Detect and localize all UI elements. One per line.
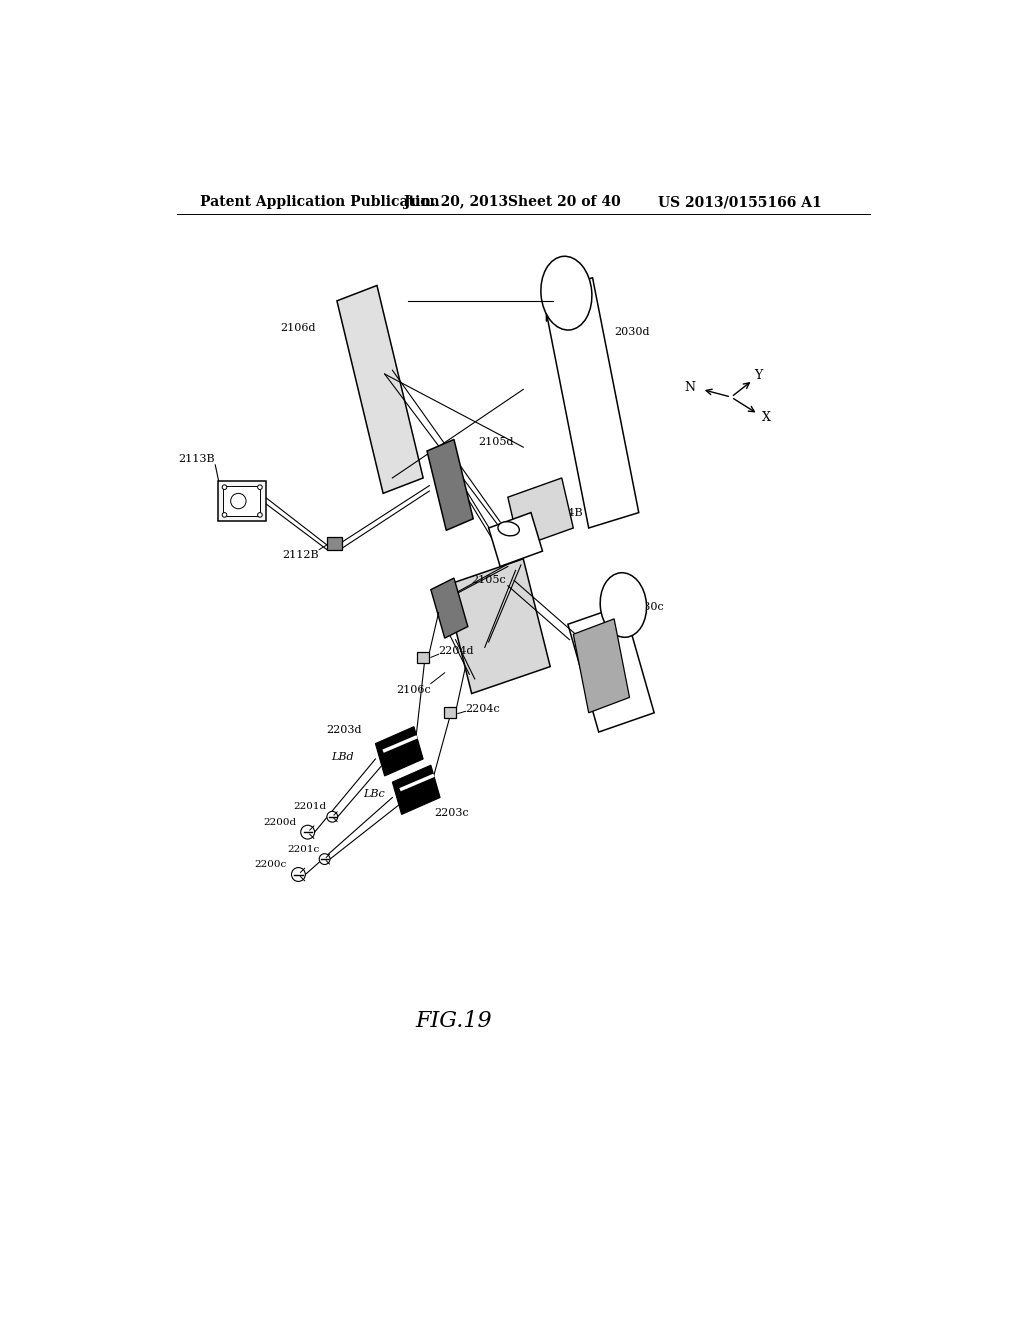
- Text: Y: Y: [755, 370, 763, 381]
- Text: Sheet 20 of 40: Sheet 20 of 40: [508, 195, 621, 210]
- Bar: [444, 708, 457, 718]
- Ellipse shape: [498, 521, 519, 536]
- Polygon shape: [431, 578, 468, 638]
- Text: US 2013/0155166 A1: US 2013/0155166 A1: [658, 195, 821, 210]
- Polygon shape: [392, 766, 440, 814]
- Text: X: X: [762, 411, 771, 424]
- Text: 2106c: 2106c: [396, 685, 431, 694]
- Text: 2201c: 2201c: [287, 845, 319, 854]
- Polygon shape: [573, 619, 630, 713]
- Circle shape: [258, 484, 262, 490]
- Text: 2106d: 2106d: [280, 323, 315, 333]
- Polygon shape: [488, 512, 543, 566]
- Polygon shape: [508, 478, 573, 548]
- Text: 2105d: 2105d: [478, 437, 514, 446]
- Text: LBc: LBc: [362, 788, 385, 799]
- Text: 2204d: 2204d: [438, 647, 474, 656]
- Circle shape: [319, 854, 330, 865]
- Text: 2105c: 2105c: [471, 576, 506, 585]
- Circle shape: [230, 494, 246, 508]
- Circle shape: [222, 484, 226, 490]
- Polygon shape: [337, 285, 423, 494]
- Text: 2030d: 2030d: [614, 326, 649, 337]
- Bar: [223, 487, 260, 516]
- Text: FIG.19: FIG.19: [416, 1010, 493, 1032]
- Circle shape: [292, 867, 305, 882]
- Polygon shape: [568, 605, 654, 733]
- Polygon shape: [376, 726, 423, 776]
- Ellipse shape: [541, 256, 592, 330]
- Text: 2200c: 2200c: [255, 861, 287, 869]
- Text: 2030c: 2030c: [630, 602, 665, 611]
- Polygon shape: [543, 277, 639, 528]
- Bar: [417, 652, 429, 663]
- Text: Jun. 20, 2013: Jun. 20, 2013: [403, 195, 508, 210]
- Text: 2112B: 2112B: [283, 550, 319, 560]
- Text: 2104B: 2104B: [547, 508, 583, 517]
- Text: 2113B: 2113B: [178, 454, 215, 463]
- Polygon shape: [427, 440, 473, 531]
- Polygon shape: [444, 558, 550, 693]
- Text: 2200d: 2200d: [263, 817, 296, 826]
- Circle shape: [222, 512, 226, 517]
- Text: 2204c: 2204c: [466, 704, 501, 714]
- Text: 2203c: 2203c: [435, 808, 469, 818]
- Text: N: N: [685, 381, 695, 395]
- Text: LBd: LBd: [331, 752, 354, 763]
- Ellipse shape: [600, 573, 646, 638]
- Text: 2201d: 2201d: [294, 803, 327, 812]
- Circle shape: [301, 825, 314, 840]
- Text: Patent Application Publication: Patent Application Publication: [200, 195, 439, 210]
- Bar: [327, 537, 342, 549]
- FancyBboxPatch shape: [218, 480, 266, 521]
- Circle shape: [258, 512, 262, 517]
- Text: 2203d: 2203d: [326, 725, 361, 735]
- Circle shape: [327, 812, 338, 822]
